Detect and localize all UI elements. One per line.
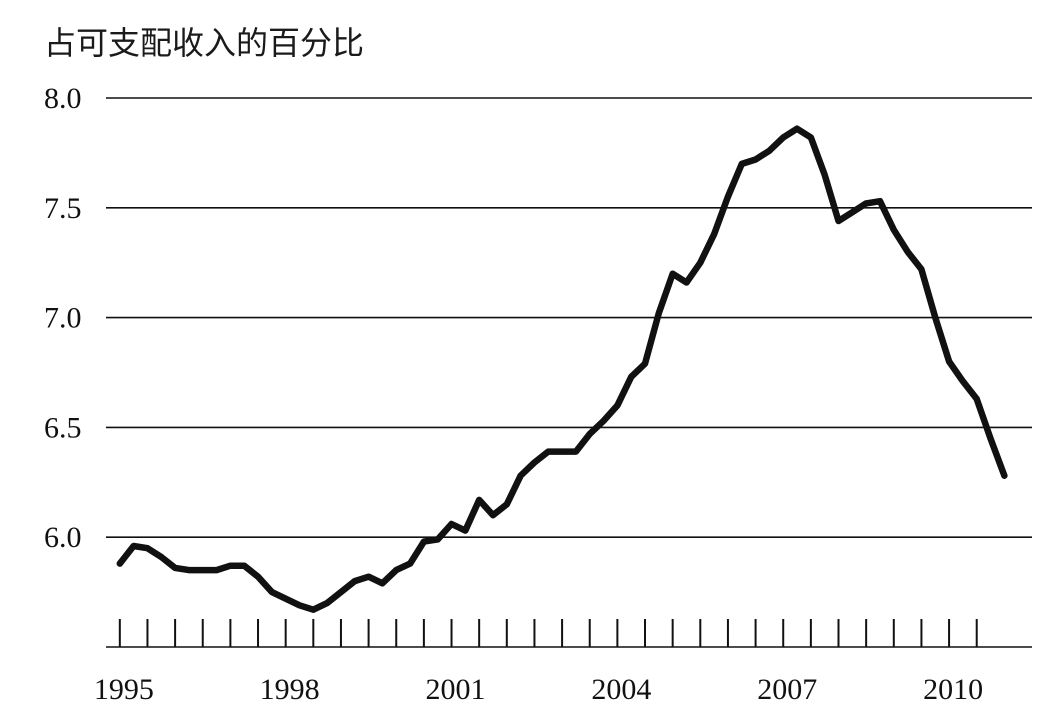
x-tick-label: 2010	[923, 673, 983, 706]
y-tick-label: 6.5	[44, 411, 82, 444]
x-tick-label: 2007	[757, 673, 817, 706]
y-axis-label: 占可支配收入的百分比	[44, 24, 364, 62]
gridlines	[106, 97, 1032, 648]
x-tick-label: 1998	[260, 673, 320, 706]
y-tick-labels: 8.0 7.5 7.0 6.5 6.0	[44, 82, 82, 554]
series-lines	[116, 125, 1008, 613]
x-tick-label: 1995	[94, 673, 154, 706]
y-tick-label: 6.0	[44, 521, 82, 554]
y-tick-label: 7.0	[44, 302, 82, 335]
series-line	[116, 125, 1008, 613]
y-tick-label: 8.0	[44, 82, 82, 115]
x-tick-label: 2001	[426, 673, 486, 706]
x-tick-label: 2004	[591, 673, 651, 706]
y-tick-label: 7.5	[44, 192, 82, 225]
x-ticks	[118, 619, 978, 647]
x-tick-labels: 1995 1998 2001 2004 2007 2010	[94, 673, 983, 706]
